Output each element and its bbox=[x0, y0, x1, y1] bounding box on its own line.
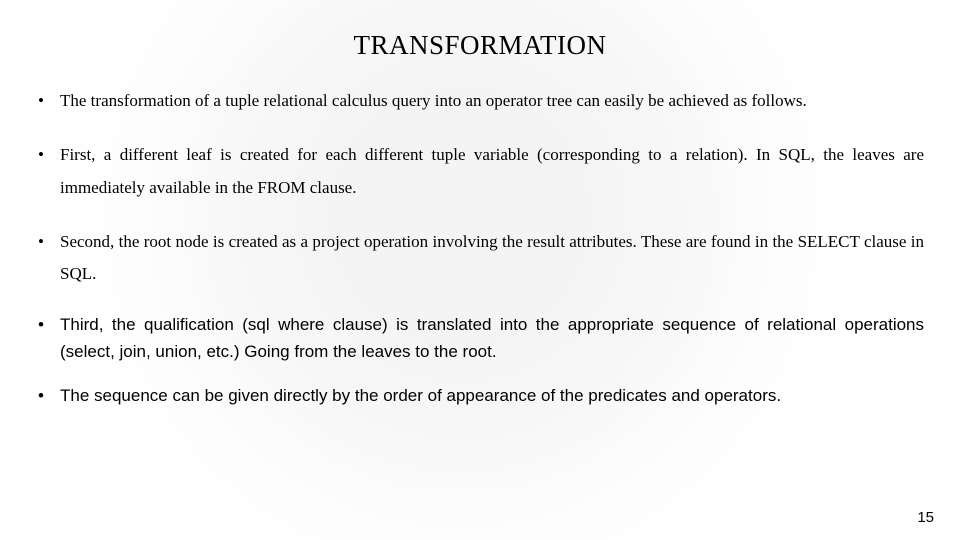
slide-container: TRANSFORMATION The transformation of a t… bbox=[0, 0, 960, 540]
page-number: 15 bbox=[917, 509, 934, 526]
slide-title: TRANSFORMATION bbox=[36, 30, 924, 61]
bullet-list: The transformation of a tuple relational… bbox=[36, 85, 924, 410]
bullet-item: The sequence can be given directly by th… bbox=[36, 383, 924, 409]
bullet-item: The transformation of a tuple relational… bbox=[36, 85, 924, 117]
bullet-item: First, a different leaf is created for e… bbox=[36, 139, 924, 204]
bullet-item: Second, the root node is created as a pr… bbox=[36, 226, 924, 291]
bullet-item: Third, the qualification (sql where clau… bbox=[36, 312, 924, 365]
